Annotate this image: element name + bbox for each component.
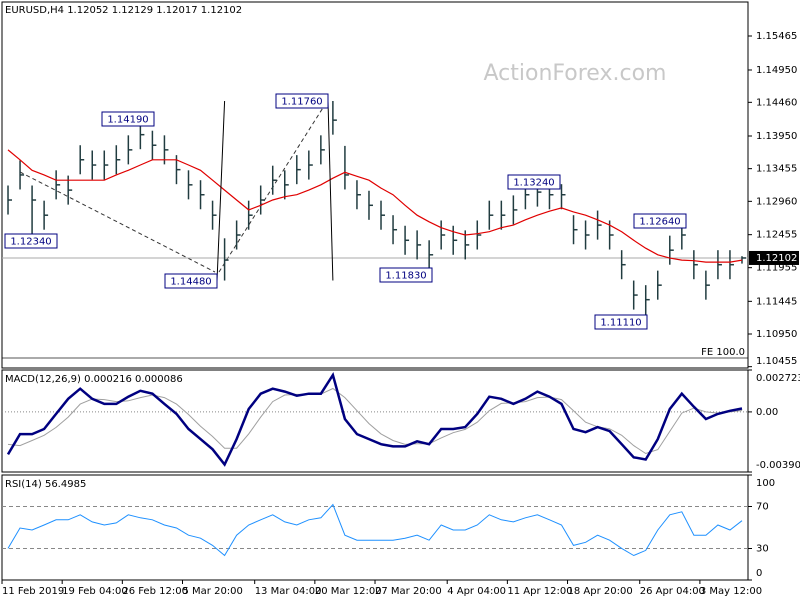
y-tick-label: 0.002723: [756, 373, 800, 384]
annotation-label: 1.12640: [639, 217, 680, 228]
annotation-box: [507, 174, 561, 190]
macd-title: MACD(12,26,9) 0.000216 0.000086: [5, 374, 183, 385]
y-tick-label: -0.003905: [756, 460, 800, 471]
y-tick-label: 1.12960: [756, 196, 797, 207]
annotation-label: 1.12340: [10, 237, 51, 248]
x-tick-label: 18 Apr 20:00: [568, 586, 633, 597]
background-layer: ActionForex.com FE 100.0: [2, 61, 748, 359]
annotation-label: 1.11760: [281, 97, 322, 108]
annotation-box: [379, 267, 433, 283]
line: [7, 503, 743, 557]
y-tick-label: 1.14460: [756, 97, 797, 108]
trend-line: [19, 171, 216, 273]
x-tick-label: 4 Apr 04:00: [447, 586, 506, 597]
x-tick-label: 5 Mar 20:00: [183, 586, 243, 597]
x-tick-label: 13 Mar 04:00: [255, 586, 322, 597]
line: [7, 149, 743, 263]
y-tick-label: 100: [756, 478, 775, 489]
chart-title: EURUSD,H4 1.12052 1.12129 1.12017 1.1210…: [5, 5, 242, 16]
annotation-label: 1.13240: [513, 178, 554, 189]
y-tick-label: 0: [756, 568, 762, 579]
annotation-box: [4, 233, 58, 249]
x-tick-label: 11 Feb 2019: [2, 586, 64, 597]
y-tick-label: 30: [756, 544, 769, 555]
annotation-connector: [216, 100, 226, 282]
panel-frame: [1, 1, 749, 369]
x-tick-label: 19 Feb 04:00: [62, 586, 128, 597]
last-price-box: [749, 250, 799, 265]
x-tick-label: 11 Apr 12:00: [507, 586, 572, 597]
annotation-box: [164, 273, 218, 289]
annotation-label: 1.14190: [107, 115, 148, 126]
annotation-box: [594, 314, 648, 330]
x-tick-label: 3 May 12:00: [700, 586, 762, 597]
y-tick-label: 1.11445: [756, 296, 797, 307]
y-tick-label: 0.00: [756, 407, 778, 418]
annotation-box: [633, 213, 687, 229]
annotation-label: 1.11110: [600, 318, 641, 329]
y-tick-label: 1.10950: [756, 329, 797, 340]
panel-frame: [1, 369, 749, 473]
line: [7, 387, 743, 455]
annotation-connector: [327, 100, 334, 281]
y-tick-label: 1.13455: [756, 164, 797, 175]
x-tick-label: 26 Apr 04:00: [640, 586, 705, 597]
y-tick-label: 1.13950: [756, 131, 797, 142]
last-price-label: 1.12102: [756, 253, 797, 264]
fe-label: FE 100.0: [701, 347, 745, 358]
line: [6, 371, 743, 467]
y-tick-label: 1.11955: [756, 263, 797, 274]
annotation-box: [275, 93, 329, 109]
annotation-label: 1.11830: [385, 271, 426, 282]
y-tick-label: 1.12455: [756, 230, 797, 241]
y-tick-label: 70: [756, 502, 769, 513]
x-tick-label: 26 Feb 12:00: [122, 586, 188, 597]
y-tick-label: 1.10455: [756, 356, 797, 367]
annotation-box: [101, 111, 155, 127]
x-tick-label: 20 Mar 12:00: [315, 586, 382, 597]
y-tick-label: 1.15465: [756, 31, 797, 42]
watermark: ActionForex.com: [484, 61, 667, 86]
y-tick-label: 1.14950: [756, 65, 797, 76]
annotation-label: 1.14480: [170, 277, 211, 288]
x-tick-label: 27 Mar 20:00: [375, 586, 442, 597]
rsi-title: RSI(14) 56.4985: [5, 479, 86, 490]
